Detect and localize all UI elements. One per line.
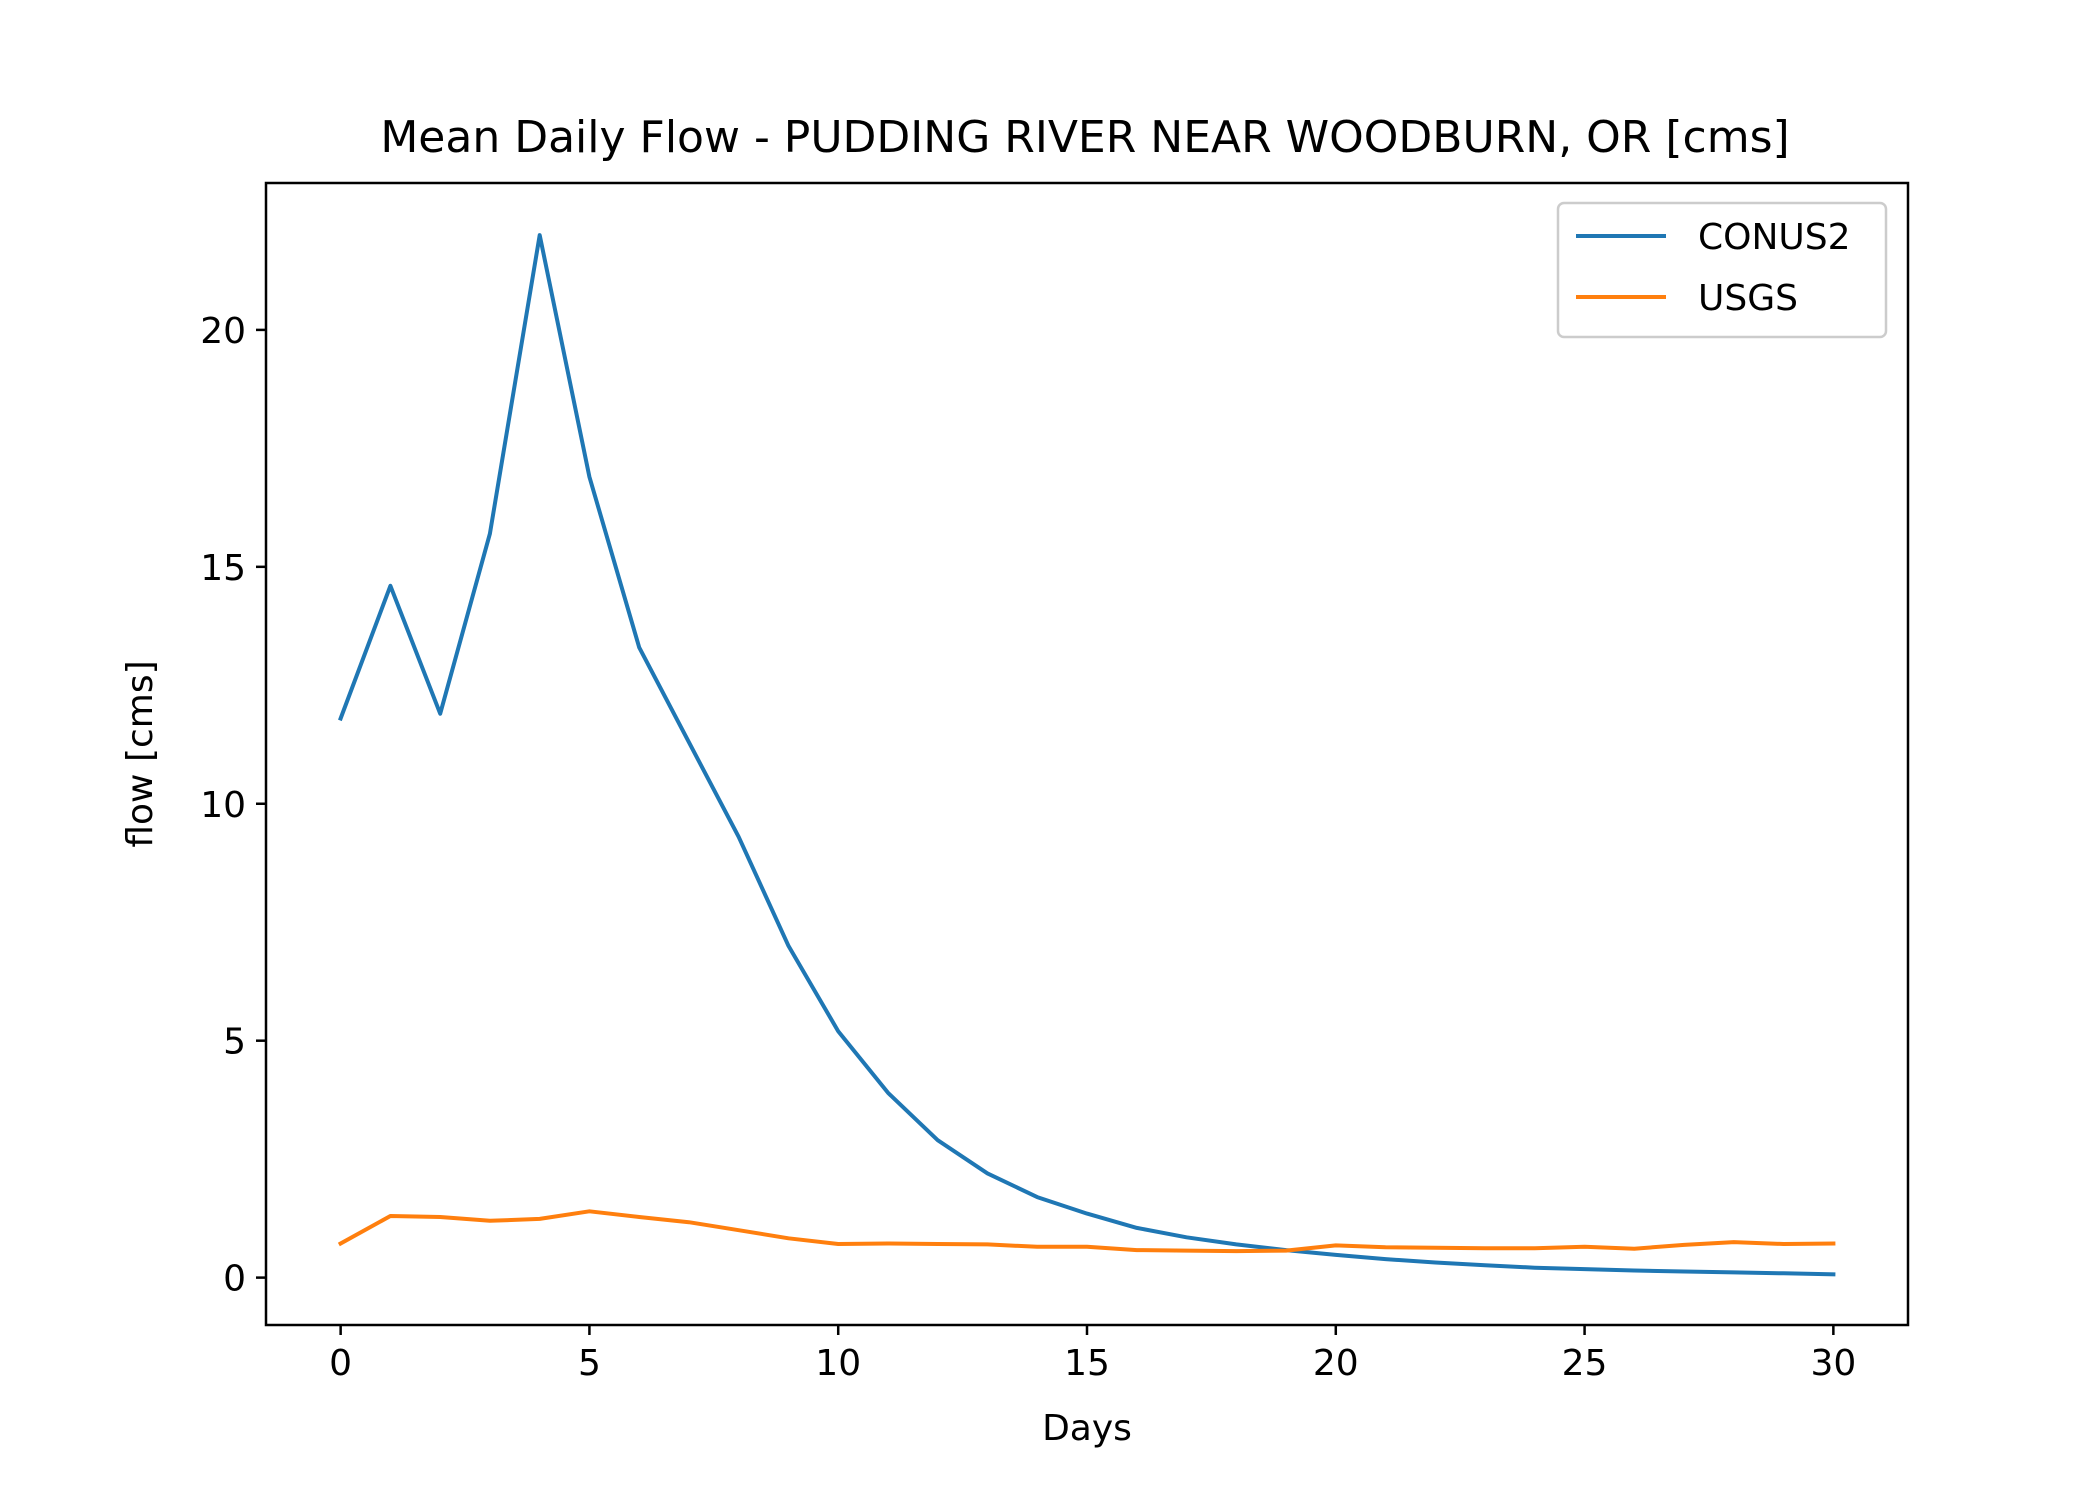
y-tick-label: 10	[200, 785, 246, 826]
x-axis-label: Days	[1042, 1408, 1132, 1449]
x-tick-label: 15	[1064, 1343, 1110, 1384]
y-tick-label: 0	[223, 1259, 246, 1300]
chart-title: Mean Daily Flow - PUDDING RIVER NEAR WOO…	[380, 112, 1789, 163]
series-line-conus2	[338, 233, 1836, 1277]
y-tick-label: 15	[200, 548, 246, 589]
series-line-usgs	[337, 1209, 1836, 1254]
legend: CONUS2 USGS	[1556, 201, 1888, 339]
x-tick-label: 30	[1810, 1343, 1856, 1384]
y-tick-label: 20	[200, 311, 246, 352]
y-axis-label: flow [cms]	[120, 660, 161, 847]
y-tick-label: 5	[223, 1022, 246, 1063]
x-tick-label: 25	[1562, 1343, 1608, 1384]
x-tick-label: 10	[815, 1343, 861, 1384]
x-tick-label: 5	[578, 1343, 601, 1384]
x-tick-label: 20	[1313, 1343, 1359, 1384]
x-tick-label: 0	[329, 1343, 352, 1384]
legend-label: USGS	[1698, 278, 1798, 319]
x-axis: 0 5 10 15 20 25 30	[329, 1325, 1856, 1384]
legend-label: CONUS2	[1698, 217, 1851, 258]
plot-area-frame	[264, 181, 1910, 1327]
y-axis: 0 5 10 15 20	[200, 311, 266, 1300]
